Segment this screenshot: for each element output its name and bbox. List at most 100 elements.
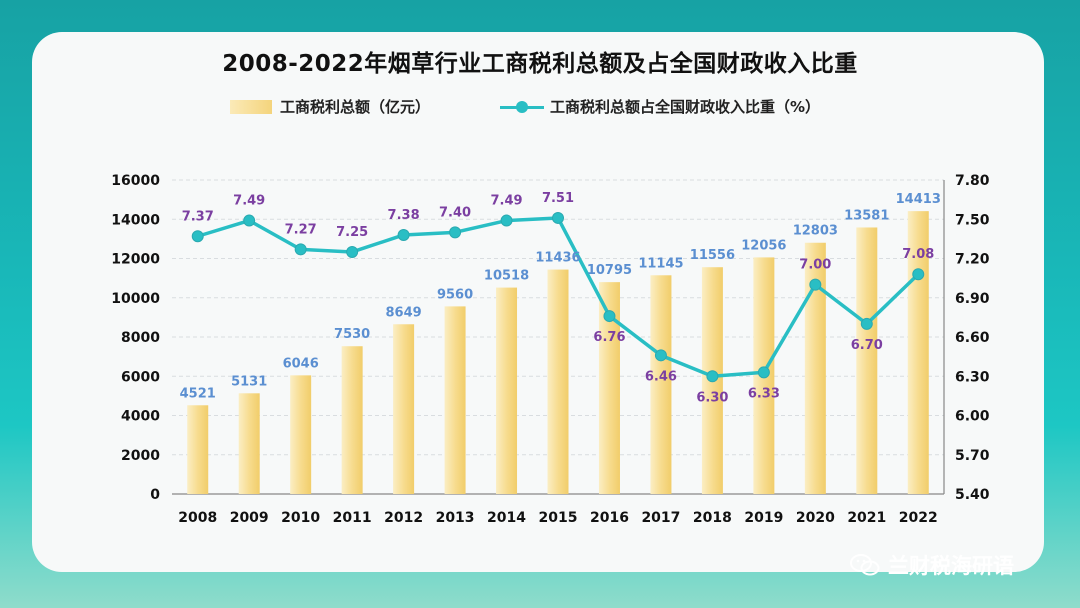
x-tick-label: 2012 bbox=[384, 510, 423, 526]
y-left-tick-label: 8000 bbox=[121, 330, 160, 346]
x-tick-label: 2009 bbox=[230, 510, 269, 526]
bar-value-label: 14413 bbox=[896, 192, 941, 207]
x-tick-label: 2011 bbox=[333, 510, 372, 526]
line-point bbox=[860, 317, 873, 330]
line-point bbox=[243, 214, 256, 227]
x-tick-label: 2010 bbox=[281, 510, 320, 526]
line-point bbox=[397, 228, 410, 241]
y-left-tick-label: 6000 bbox=[121, 369, 160, 385]
bar bbox=[650, 275, 672, 494]
line-value-label: 7.51 bbox=[542, 191, 574, 206]
bar-value-label: 4521 bbox=[180, 386, 216, 401]
bar bbox=[444, 306, 466, 494]
legend-item-bars: 工商税利总额（亿元） bbox=[230, 96, 430, 117]
bar bbox=[804, 242, 826, 494]
legend-line-swatch bbox=[500, 100, 544, 114]
y-left-tick-label: 14000 bbox=[111, 212, 160, 228]
x-tick-label: 2013 bbox=[436, 510, 475, 526]
bar bbox=[238, 393, 260, 494]
bar-value-label: 6046 bbox=[283, 356, 319, 371]
bar-value-label: 11556 bbox=[690, 248, 735, 263]
y-right-tick-label: 7.50 bbox=[955, 212, 990, 228]
y-right-tick-label: 7.20 bbox=[955, 252, 990, 268]
line-value-label: 7.27 bbox=[285, 222, 317, 237]
line-value-label: 7.25 bbox=[336, 225, 368, 240]
y-right-tick-label: 6.00 bbox=[955, 409, 990, 425]
y-left-tick-label: 2000 bbox=[121, 448, 160, 464]
y-left-tick-label: 4000 bbox=[121, 409, 160, 425]
legend-label-line: 工商税利总额占全国财政收入比重（%） bbox=[550, 98, 821, 116]
bar bbox=[547, 269, 569, 494]
line-value-label: 7.00 bbox=[799, 258, 831, 273]
line-value-label: 6.33 bbox=[748, 386, 780, 401]
y-left-tick-label: 10000 bbox=[111, 291, 160, 307]
legend-item-line: 工商税利总额占全国财政收入比重（%） bbox=[500, 96, 820, 117]
line-point bbox=[552, 211, 564, 224]
bar bbox=[393, 324, 415, 494]
line-point bbox=[654, 349, 667, 362]
legend-bar-swatch bbox=[230, 99, 272, 114]
y-right-tick-label: 6.30 bbox=[955, 369, 990, 385]
y-right-tick-label: 7.80 bbox=[955, 173, 990, 189]
x-tick-label: 2017 bbox=[641, 510, 680, 526]
bar bbox=[856, 227, 878, 494]
y-left-tick-label: 16000 bbox=[111, 173, 160, 189]
bar bbox=[496, 287, 518, 494]
line-value-label: 7.37 bbox=[182, 209, 214, 224]
line-value-label: 6.76 bbox=[593, 330, 625, 345]
y-right-tick-label: 5.70 bbox=[955, 448, 990, 464]
line-point bbox=[294, 243, 307, 256]
line-point bbox=[500, 214, 513, 227]
x-tick-label: 2016 bbox=[590, 510, 629, 526]
line-point bbox=[346, 245, 359, 258]
line-value-label: 7.08 bbox=[902, 247, 934, 262]
line-value-label: 7.40 bbox=[439, 205, 471, 220]
bar-value-label: 12056 bbox=[741, 238, 786, 253]
x-tick-label: 2018 bbox=[693, 510, 732, 526]
bar-value-label: 11436 bbox=[535, 251, 580, 266]
x-tick-label: 2022 bbox=[899, 510, 938, 526]
y-right-tick-label: 5.40 bbox=[955, 487, 990, 503]
line-value-label: 6.46 bbox=[645, 369, 677, 384]
bar-value-label: 8649 bbox=[386, 305, 422, 320]
watermark: 兰财税海研语 bbox=[850, 550, 1014, 580]
bar-value-label: 10518 bbox=[484, 269, 529, 284]
line-point bbox=[757, 366, 770, 379]
bar bbox=[341, 346, 363, 494]
bar-value-label: 7530 bbox=[334, 327, 370, 342]
line-value-label: 6.30 bbox=[696, 390, 728, 405]
line-point bbox=[706, 370, 719, 383]
x-tick-label: 2020 bbox=[796, 510, 835, 526]
x-tick-label: 2019 bbox=[744, 510, 783, 526]
line-point bbox=[809, 278, 822, 291]
bar bbox=[187, 405, 209, 494]
x-tick-label: 2015 bbox=[539, 510, 578, 526]
line-value-label: 7.49 bbox=[233, 194, 265, 209]
line-point bbox=[912, 268, 925, 281]
x-tick-label: 2008 bbox=[178, 510, 217, 526]
line-value-label: 6.70 bbox=[851, 338, 883, 353]
legend-label-bars: 工商税利总额（亿元） bbox=[280, 98, 431, 116]
y-left-tick-label: 0 bbox=[150, 487, 160, 503]
bar-value-label: 9560 bbox=[437, 287, 473, 302]
wechat-icon bbox=[850, 554, 880, 576]
x-tick-label: 2014 bbox=[487, 510, 526, 526]
line-point bbox=[603, 310, 616, 323]
line-value-label: 7.49 bbox=[490, 194, 522, 209]
bar-value-label: 5131 bbox=[231, 374, 267, 389]
line-point bbox=[449, 226, 462, 239]
watermark-text: 兰财税海研语 bbox=[888, 554, 1014, 578]
y-right-tick-label: 6.90 bbox=[955, 291, 990, 307]
bar-value-label: 11145 bbox=[638, 256, 683, 271]
x-tick-label: 2021 bbox=[847, 510, 886, 526]
line-point bbox=[191, 230, 204, 243]
bar bbox=[598, 282, 620, 494]
y-right-tick-label: 6.60 bbox=[955, 330, 990, 346]
chart-title: 2008-2022年烟草行业工商税利总额及占全国财政收入比重 bbox=[222, 51, 858, 77]
bar-value-label: 13581 bbox=[844, 208, 889, 223]
bar bbox=[907, 211, 929, 494]
bar-value-label: 12803 bbox=[793, 224, 838, 239]
bar bbox=[290, 375, 312, 494]
y-left-tick-label: 12000 bbox=[111, 252, 160, 268]
